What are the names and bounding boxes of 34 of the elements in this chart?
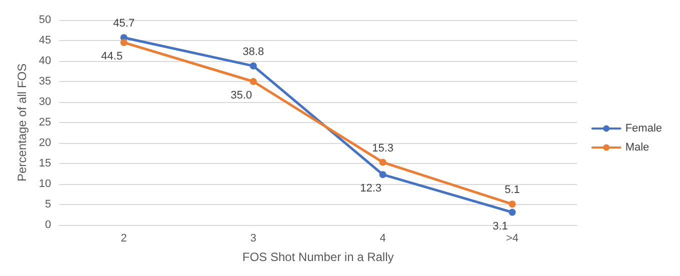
y-tick-label: 20 [38,137,52,149]
y-tick-label: 35 [38,76,52,88]
data-label: 45.7 [113,18,135,30]
legend-label: Male [625,142,650,154]
data-label: 3.1 [492,220,508,232]
y-tick-label: 15 [38,158,52,170]
data-label: 35.0 [230,90,252,102]
y-axis-title: Percentage of all FOS [15,63,29,182]
y-tick-label: 40 [38,55,52,67]
x-tick-label: 2 [120,232,127,244]
y-tick-label: 5 [45,198,52,210]
y-tick-label: 25 [38,116,52,128]
data-label: 44.5 [101,50,123,63]
y-tick-label: 45 [38,34,52,46]
data-label: 15.3 [372,142,394,154]
legend-label: Female [625,122,662,134]
x-tick-label: 4 [380,232,386,244]
data-label: 5.1 [504,184,520,196]
x-tick-label: >4 [506,232,519,244]
data-label: 38.8 [242,46,264,58]
y-tick-label: 0 [45,219,52,231]
point [250,62,257,70]
y-tick-label: 10 [38,178,52,190]
point [379,158,386,166]
point [508,200,516,208]
point [120,39,128,46]
y-tick-label: 30 [38,96,52,108]
x-axis-title: FOS Shot Number in a Rally [242,250,394,264]
y-tick-label: 50 [38,14,52,26]
point [379,171,386,178]
data-label: 12.3 [360,182,382,195]
point [250,78,257,85]
x-tick-label: 3 [250,232,256,244]
point [508,208,516,216]
